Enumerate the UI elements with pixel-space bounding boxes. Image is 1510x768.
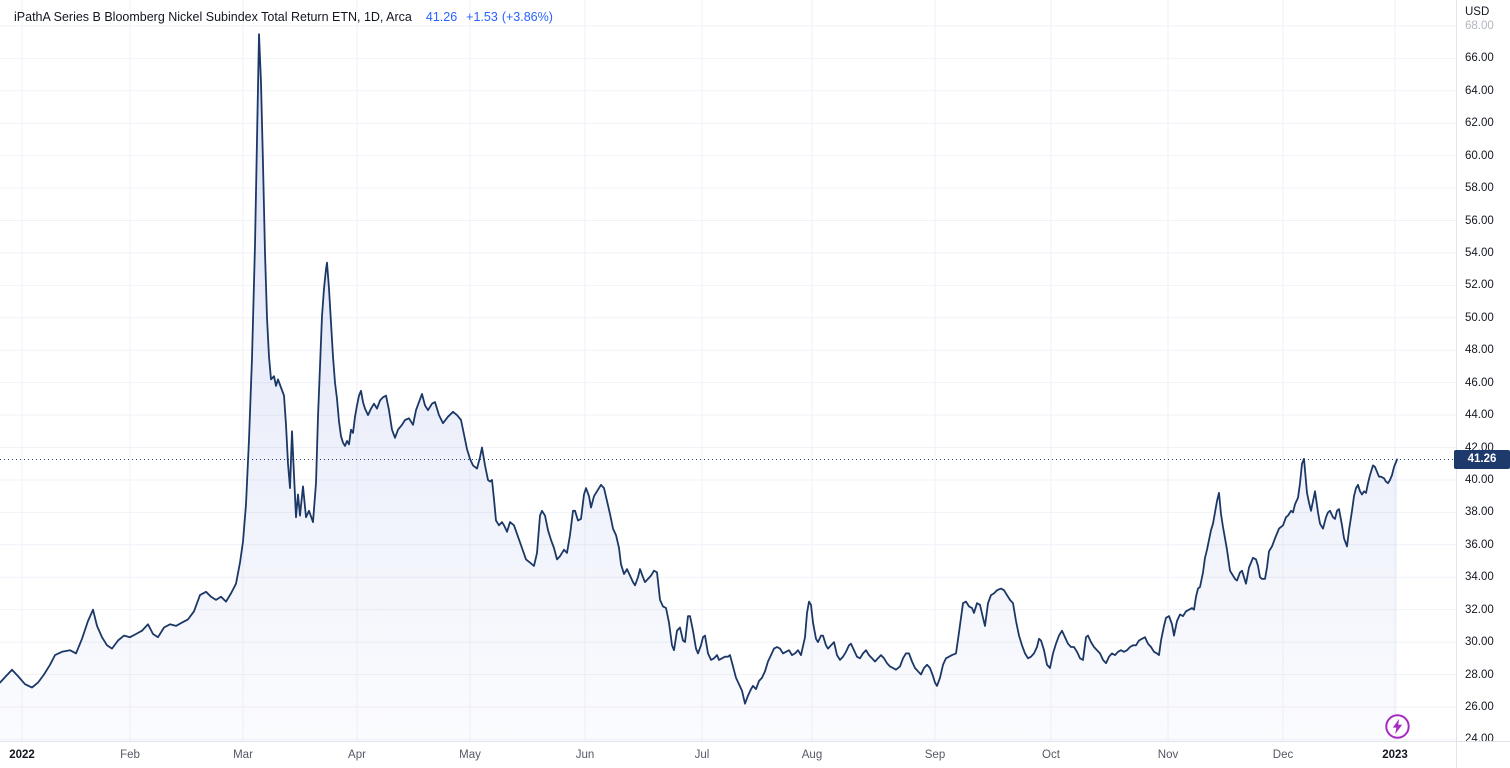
price-tick-label: 56.00: [1465, 214, 1494, 227]
price-tick-label: 44.00: [1465, 409, 1494, 422]
price-tick-label: 66.00: [1465, 52, 1494, 65]
price-line-series: [0, 33, 1398, 705]
price-tick-label: 38.00: [1465, 506, 1494, 519]
chart-plot-area[interactable]: [0, 0, 1456, 741]
price-tick-label: 48.00: [1465, 344, 1494, 357]
price-tick-label: 54.00: [1465, 246, 1494, 259]
time-tick-label: Mar: [233, 749, 253, 761]
axis-corner: [1456, 741, 1510, 768]
time-tick-label: Feb: [120, 749, 140, 761]
price-tick-label: 32.00: [1465, 603, 1494, 616]
legend-last-price: 41.26: [425, 10, 458, 24]
price-tick-label: 36.00: [1465, 538, 1494, 551]
area-fill: [0, 34, 1397, 741]
time-tick-label: Apr: [348, 749, 366, 761]
price-tick-label: 62.00: [1465, 117, 1494, 130]
price-tick-label: 26.00: [1465, 700, 1494, 713]
price-tick-label: 68.00: [1465, 19, 1494, 32]
lightning-bolt-icon: [1385, 714, 1410, 739]
price-tick-label: 58.00: [1465, 182, 1494, 195]
price-tick-label: 30.00: [1465, 636, 1494, 649]
time-tick-label: 2023: [1382, 749, 1408, 761]
legend-price-change-percent: (+3.86%): [501, 10, 553, 24]
symbol-title[interactable]: iPathA Series B Bloomberg Nickel Subinde…: [14, 10, 412, 24]
legend-price-change: +1.53: [466, 10, 498, 24]
time-tick-label: Dec: [1272, 749, 1294, 761]
time-tick-label: May: [459, 749, 481, 761]
price-tick-label: 64.00: [1465, 84, 1494, 97]
time-tick-label: Oct: [1042, 749, 1060, 761]
price-tick-label: 52.00: [1465, 279, 1494, 292]
symbol-legend: iPathA Series B Bloomberg Nickel Subinde…: [14, 7, 553, 27]
price-tick-label: 40.00: [1465, 473, 1494, 486]
time-tick-label: Sep: [924, 749, 946, 761]
currency-label: USD: [1465, 6, 1490, 18]
time-tick-label: Nov: [1157, 749, 1179, 761]
time-tick-label: Aug: [801, 749, 823, 761]
price-tick-label: 34.00: [1465, 571, 1494, 584]
last-price-tag: 41.26: [1454, 450, 1510, 469]
time-axis[interactable]: 2022 Feb Mar Apr May Jun Jul Aug Sep Oct Nov Dec 202…: [0, 741, 1456, 768]
price-tick-label: 46.00: [1465, 376, 1494, 389]
realtime-button[interactable]: [1384, 713, 1411, 740]
price-axis[interactable]: USD 41.26 24.00 26.00 28.00 30.00 32.00 34.00…: [1454, 0, 1510, 745]
price-tick-label: 50.00: [1465, 311, 1494, 324]
price-tick-label: 28.00: [1465, 668, 1494, 681]
price-tick-label: 60.00: [1465, 149, 1494, 162]
time-tick-label: 2022: [9, 749, 35, 761]
time-tick-label: Jun: [575, 749, 595, 761]
time-tick-label: Jul: [694, 749, 710, 761]
